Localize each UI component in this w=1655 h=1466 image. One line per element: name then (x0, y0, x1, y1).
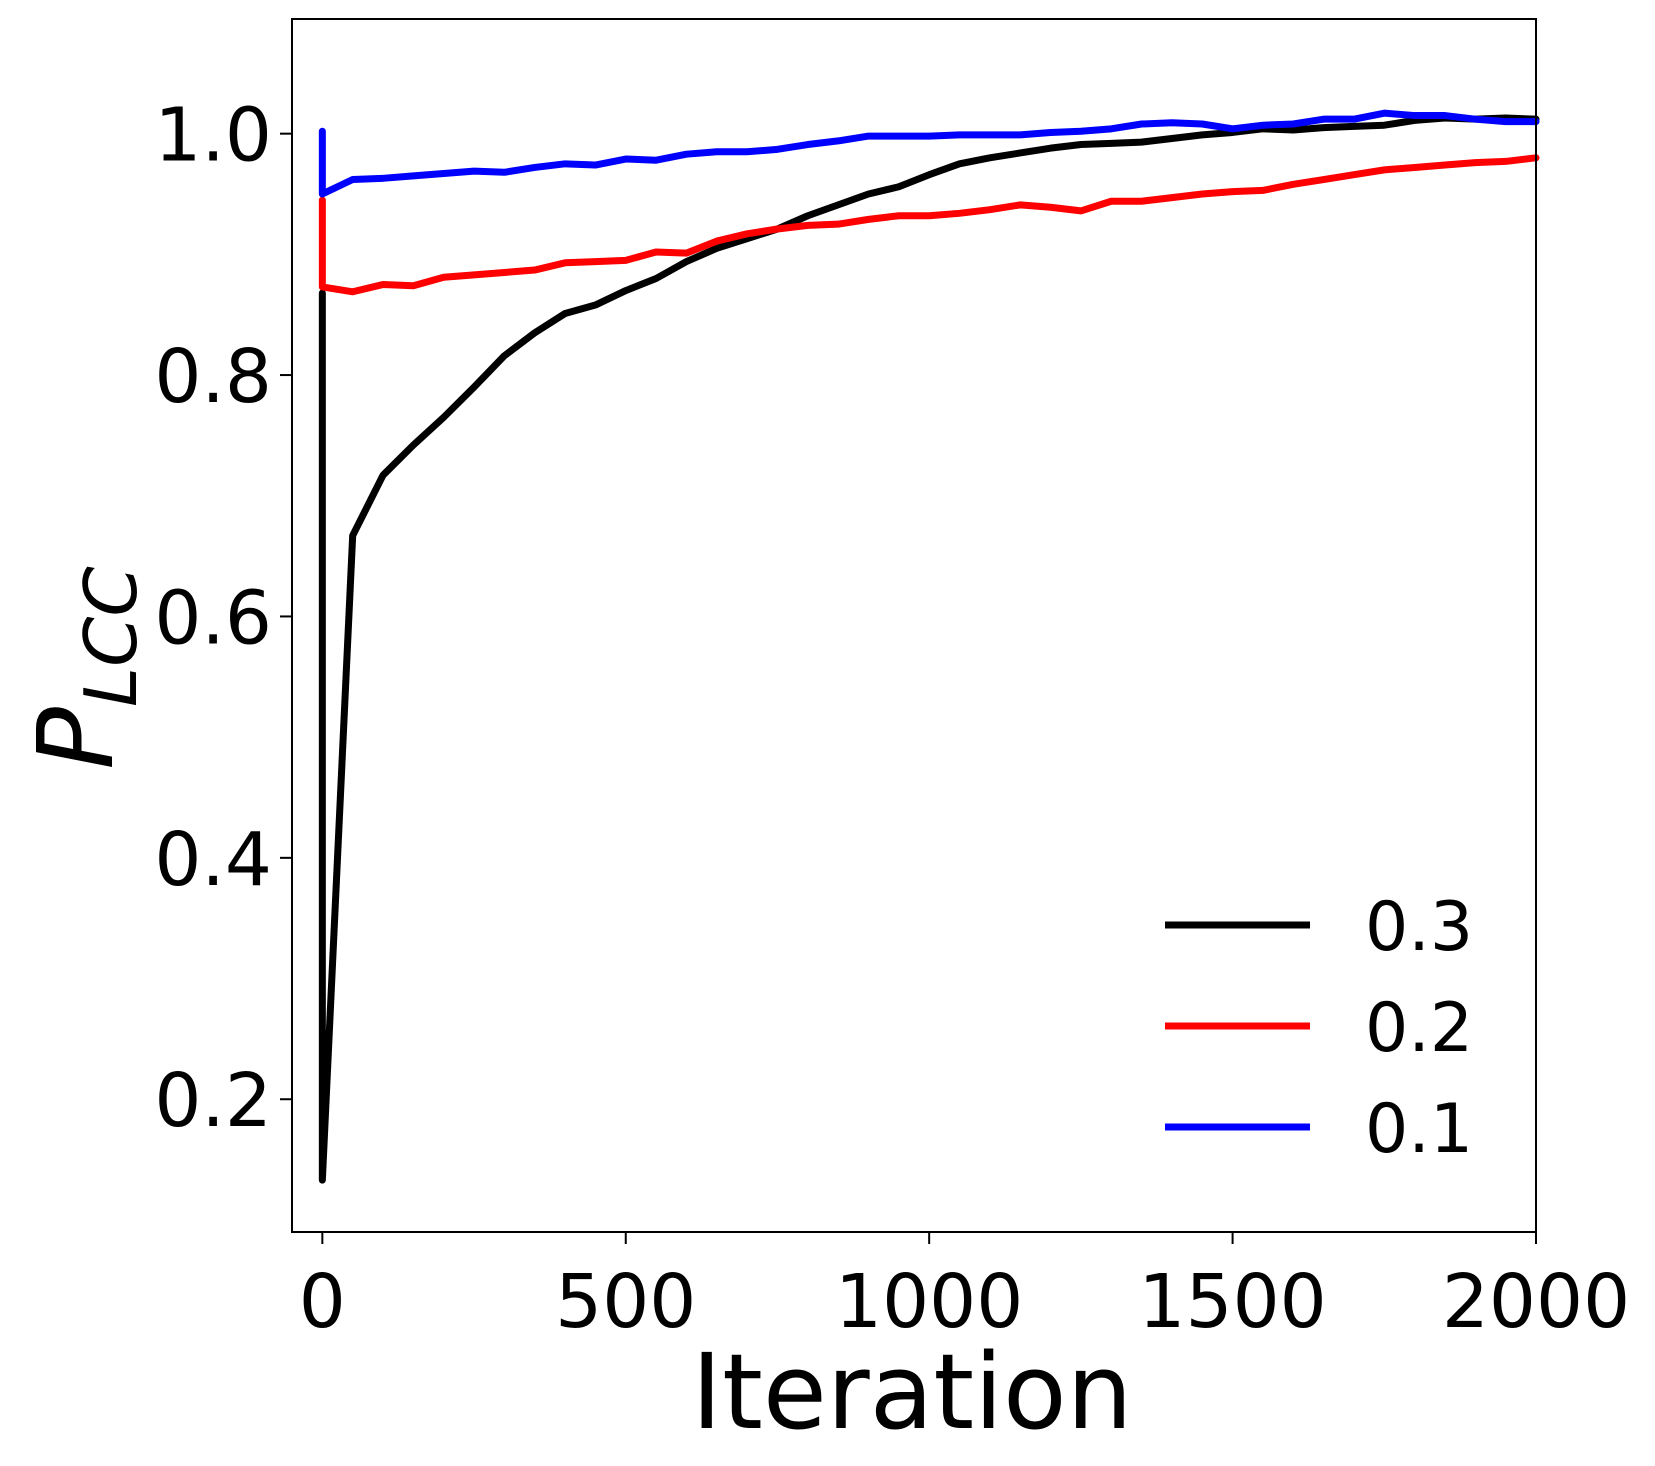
y-tick-label: 0.4 (154, 817, 272, 903)
series-line-0.3 (318, 114, 1540, 1184)
y-tick-label: 0.8 (154, 334, 272, 420)
y-axis-title: PLCC (15, 566, 153, 770)
plot-frame (291, 18, 1537, 1233)
legend: 0.3 0.2 0.1 (1165, 888, 1473, 1169)
x-axis-title: Iteration (691, 1331, 1132, 1453)
x-tick-label: 0 (299, 1259, 346, 1345)
x-axis: 0 500 1000 1500 2000 (299, 1232, 1630, 1345)
x-tick-label: 1500 (1138, 1259, 1326, 1345)
series-group (318, 109, 1540, 1184)
x-tick-label: 1000 (835, 1259, 1023, 1345)
y-axis-title-sub: LCC (69, 566, 153, 707)
x-tick-label: 500 (555, 1259, 696, 1345)
y-tick-label: 0.6 (154, 575, 272, 661)
legend-label: 0.1 (1365, 1090, 1473, 1169)
legend-label: 0.2 (1365, 989, 1473, 1068)
plot-area (292, 19, 1536, 1232)
y-axis: 0.2 0.4 0.6 0.8 1.0 (154, 93, 292, 1144)
y-tick-label: 0.2 (154, 1058, 272, 1144)
y-axis-title-main: P (15, 707, 137, 770)
x-tick-label: 2000 (1442, 1259, 1630, 1345)
legend-label: 0.3 (1365, 888, 1473, 967)
series-line-0.2 (318, 154, 1540, 296)
series-line-0.1 (318, 109, 1540, 198)
y-tick-label: 1.0 (154, 93, 272, 179)
